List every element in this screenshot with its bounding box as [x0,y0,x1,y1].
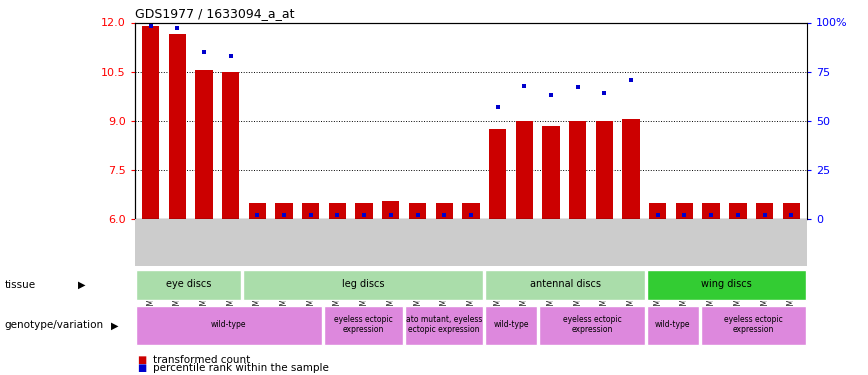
Bar [248,203,266,219]
Text: wild-type: wild-type [655,320,690,329]
Text: tissue: tissue [4,280,36,290]
Text: transformed count: transformed count [153,355,250,365]
Bar [542,126,560,219]
Bar [222,72,240,219]
Bar [463,203,479,219]
Text: wild-type: wild-type [211,320,247,329]
Bar [195,70,213,219]
Bar [647,306,699,345]
Bar [135,270,241,300]
Bar [243,270,483,300]
Text: ■: ■ [137,355,147,365]
Bar [622,119,640,219]
Bar [516,121,533,219]
Bar [135,306,322,345]
Bar [404,306,483,345]
Text: eye discs: eye discs [166,279,211,290]
Text: percentile rank within the sample: percentile rank within the sample [153,363,329,373]
Bar [485,306,537,345]
Bar [324,306,403,345]
Bar [700,306,806,345]
Text: GDS1977 / 1633094_a_at: GDS1977 / 1633094_a_at [135,7,294,20]
Text: eyeless ectopic
expression: eyeless ectopic expression [562,315,621,334]
Bar [275,203,293,219]
Bar [302,203,319,219]
Text: ▶: ▶ [111,321,119,330]
Bar [355,203,372,219]
Text: ato mutant, eyeless
ectopic expression: ato mutant, eyeless ectopic expression [406,315,482,334]
Bar [729,203,746,219]
Bar [168,34,186,219]
Text: antennal discs: antennal discs [529,279,601,290]
Bar [702,203,720,219]
Text: ▶: ▶ [78,280,86,290]
Bar [436,203,453,219]
Text: genotype/variation: genotype/variation [4,321,103,330]
Text: leg discs: leg discs [342,279,385,290]
Bar [783,203,800,219]
Text: eyeless ectopic
expression: eyeless ectopic expression [724,315,783,334]
Text: eyeless ectopic
expression: eyeless ectopic expression [334,315,392,334]
Text: wing discs: wing discs [701,279,752,290]
Bar [141,26,159,219]
Text: ■: ■ [137,363,147,373]
Bar [329,203,346,219]
Bar [569,121,587,219]
Bar [409,203,426,219]
Bar [485,270,645,300]
Bar [756,203,773,219]
Bar [382,201,399,219]
Bar [595,121,613,219]
Bar [489,129,506,219]
Bar [539,306,645,345]
Bar [649,203,667,219]
Bar [676,203,694,219]
Text: wild-type: wild-type [494,320,529,329]
Bar [647,270,806,300]
